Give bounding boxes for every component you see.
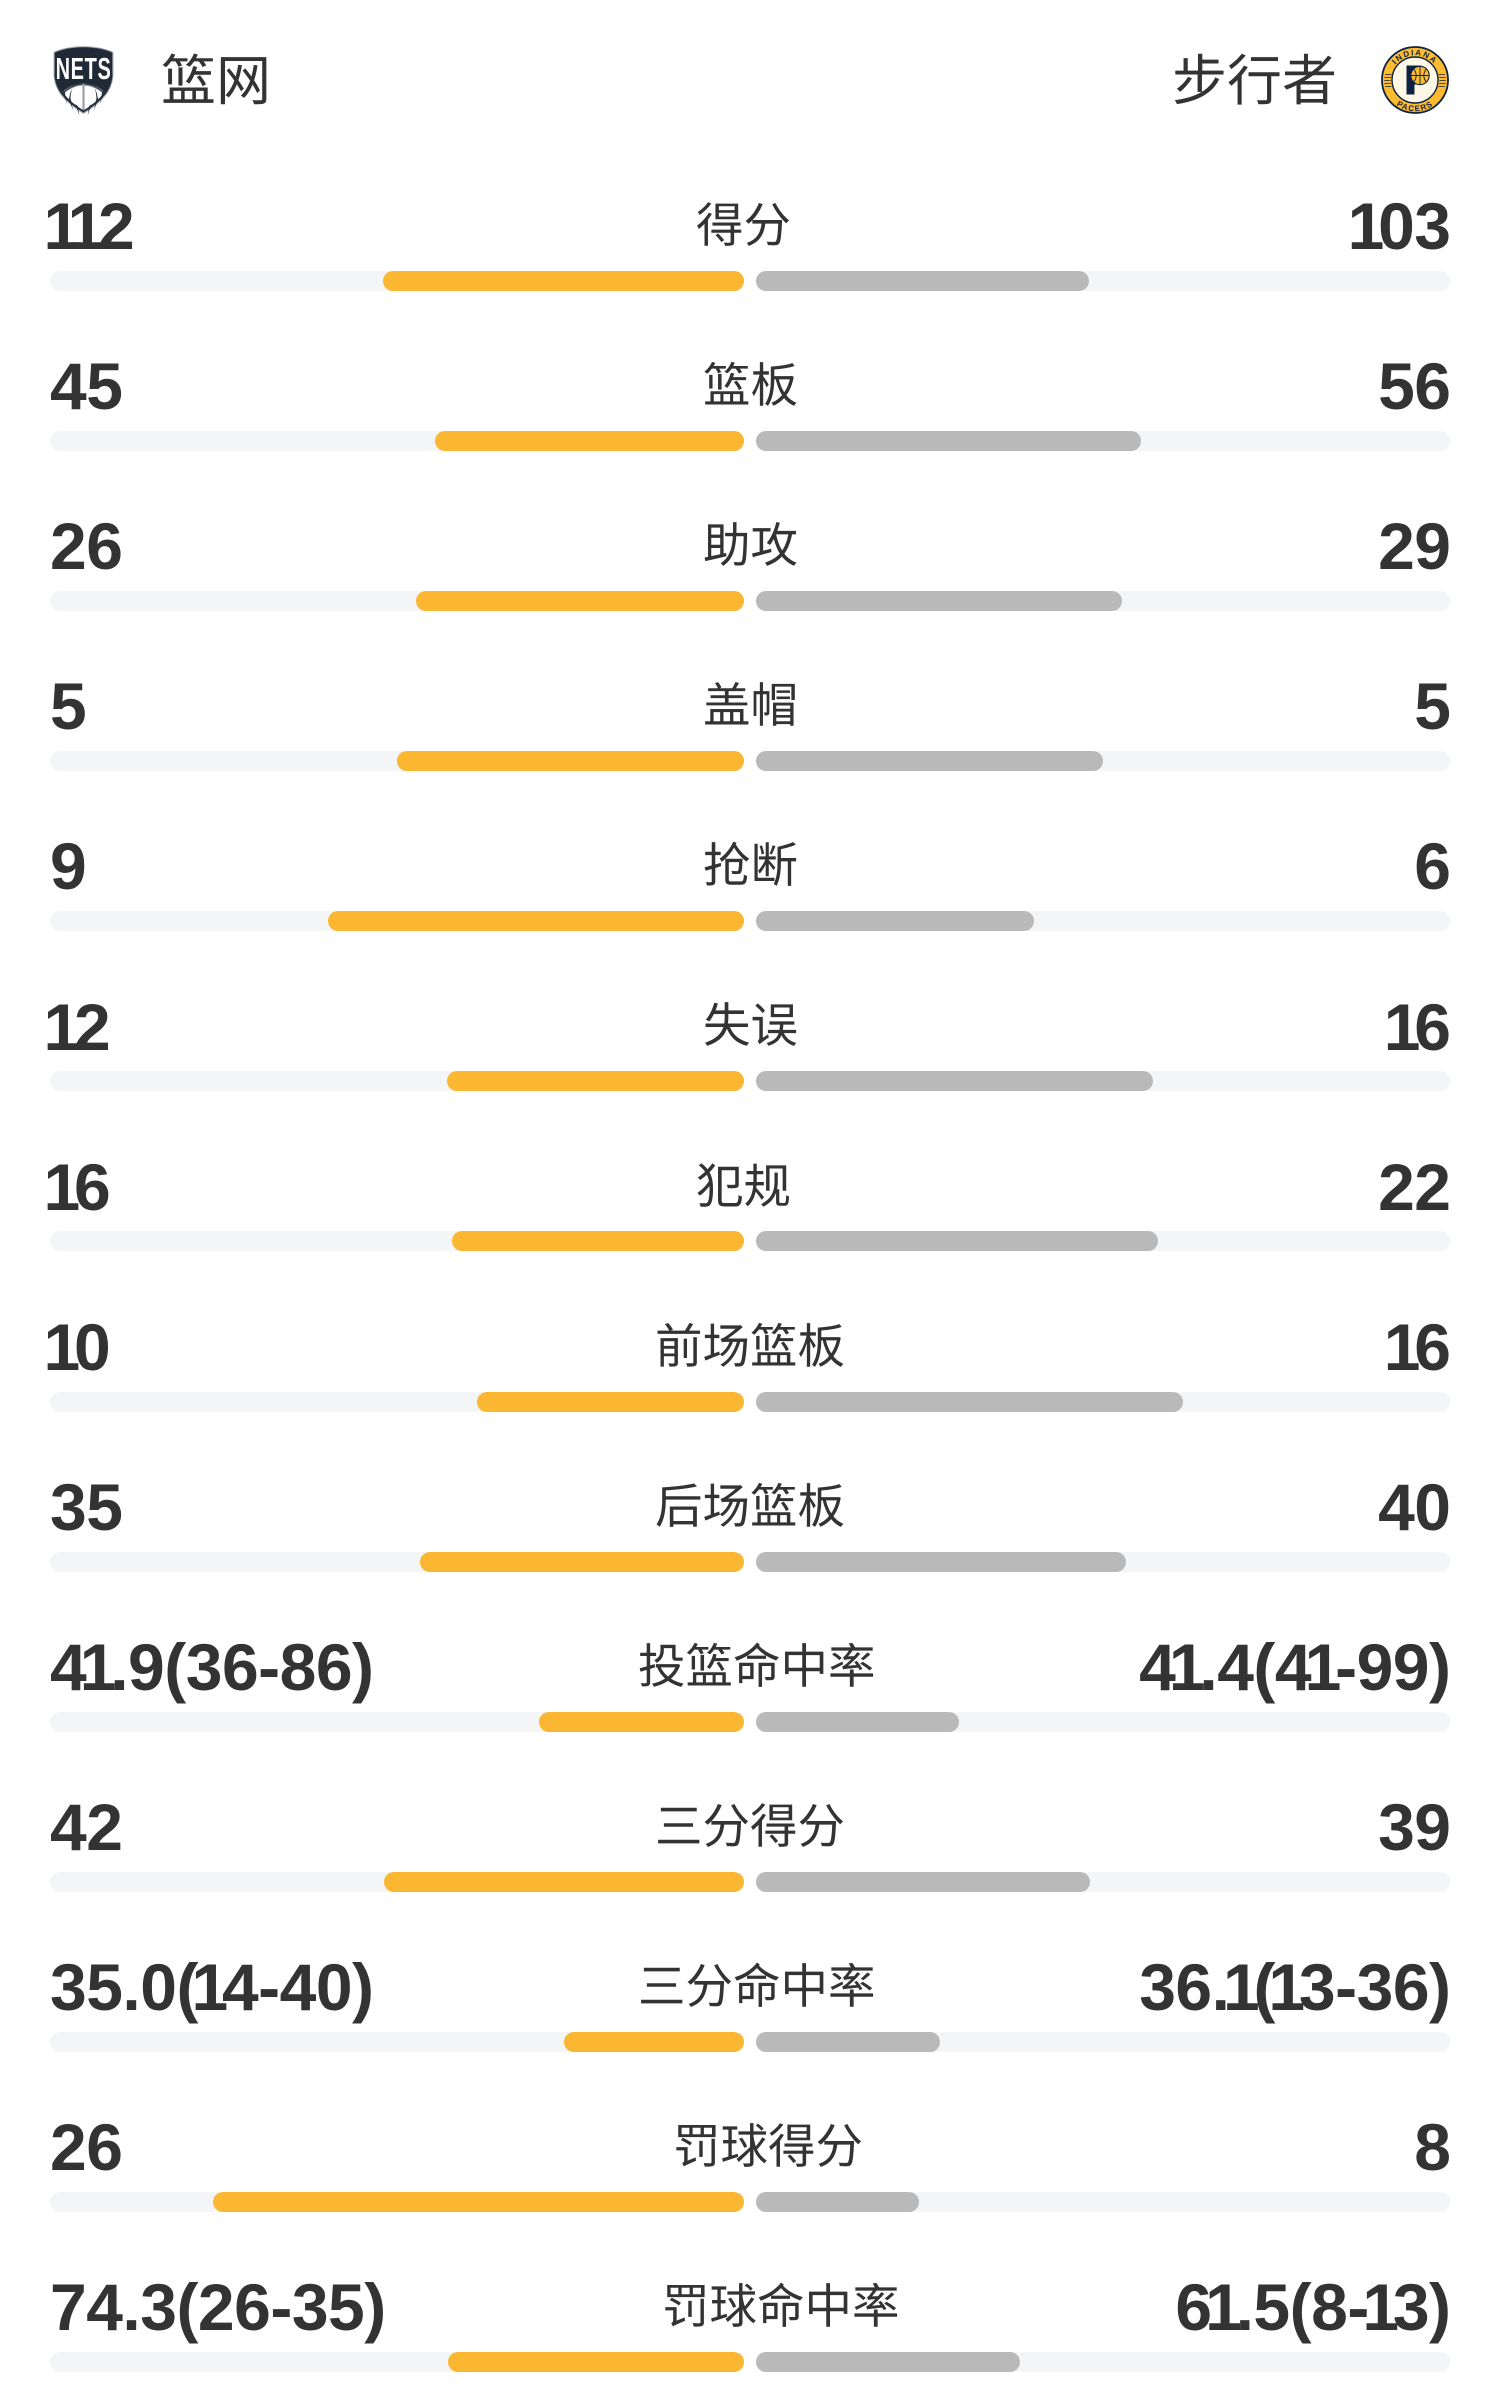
svg-text:NETS: NETS [56, 53, 112, 86]
svg-text:PACERS: PACERS [1395, 99, 1435, 113]
